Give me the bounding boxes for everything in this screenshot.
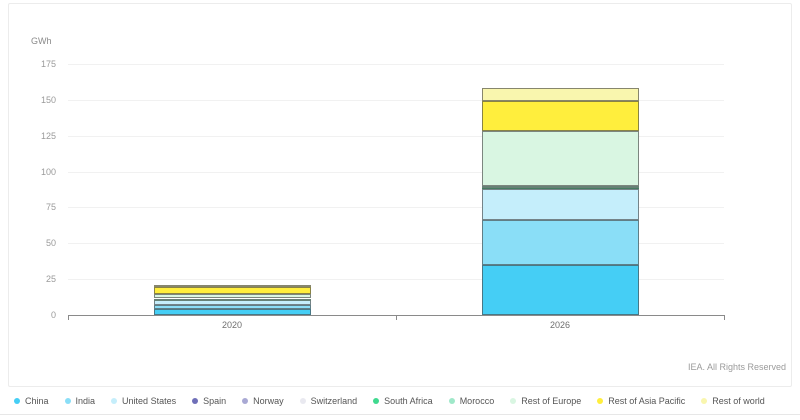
bar-segment-united-states-2026[interactable] [481,188,639,221]
copyright-note: IEA. All Rights Reserved [687,362,786,372]
legend-label: Morocco [459,396,495,406]
gridline [68,279,724,281]
bar-segment-rest-of-europe-2020[interactable] [153,294,311,299]
chart-card [8,3,792,387]
gridline [68,207,724,209]
gridline [68,243,724,245]
legend-label: Norway [253,396,284,406]
y-tick-label: 25 [45,274,56,285]
bar-segment-rest-of-europe-2026[interactable] [481,131,639,186]
x-axis-tick [68,315,69,320]
legend-color-dot [64,398,71,404]
legend-item-south-africa[interactable]: South Africa [373,396,433,406]
legend-color-dot [510,398,517,404]
legend-item-rest-of-asia-pacific[interactable]: Rest of Asia Pacific [597,396,685,406]
bar-segment-india-2020[interactable] [153,304,311,310]
bar-segment-rest-of-world-2026[interactable] [481,88,639,102]
y-tick-label: 75 [45,202,56,213]
legend-label: Rest of Europe [521,396,582,406]
legend-item-united-states[interactable]: United States [111,396,176,406]
legend-color-dot [299,398,306,404]
legend-color-dot [14,398,20,404]
y-tick-label: 125 [40,130,56,141]
y-tick-label: 50 [45,238,56,249]
legend-item-switzerland[interactable]: Switzerland [299,396,358,406]
legend-item-norway[interactable]: Norway [242,396,284,406]
gridline [68,135,724,137]
y-tick-label: 0 [50,310,56,320]
legend: China India United States Spain Norway Switze… [0,388,800,415]
legend-label: Rest of world [712,396,765,406]
legend-item-morocco[interactable]: Morocco [448,396,495,406]
legend-label: China [25,396,49,406]
bar-segment-india-2026[interactable] [481,220,639,265]
legend-color-dot [111,398,118,404]
y-tick-label: 175 [40,59,56,69]
gridline [68,171,724,173]
legend-item-rest-of-world[interactable]: Rest of world [701,396,765,406]
y-tick-label: 100 [40,166,56,177]
x-axis-tick [724,315,725,320]
legend-label: Spain [203,396,227,406]
legend-label: United States [122,396,177,406]
legend-color-dot [597,398,604,404]
bar-segment-rest-of-world-2020[interactable] [153,284,311,288]
bar-segment-china-2020[interactable] [153,309,311,315]
y-tick-label: 150 [40,94,56,105]
legend-color-dot [701,398,708,404]
bar-segment-rest-of-asia-pacific-2026[interactable] [481,101,639,132]
legend-color-dot [192,398,199,404]
bar-segment-morocco-2026[interactable] [481,185,639,188]
legend-color-dot [373,398,380,404]
legend-color-dot [448,398,455,404]
x-category-label: 2020 [221,320,243,330]
legend-label: South Africa [384,396,433,406]
bar-segment-rest-of-asia-pacific-2020[interactable] [153,287,311,295]
legend-item-china[interactable]: China [14,396,49,406]
legend-item-spain[interactable]: Spain [192,396,226,406]
legend-item-rest-of-europe[interactable]: Rest of Europe [510,396,581,406]
y-axis-title: GWh [31,36,52,46]
legend-color-dot [242,398,249,404]
legend-label: India [75,396,96,406]
x-axis-tick [396,315,397,320]
legend-label: Switzerland [310,396,358,406]
x-category-label: 2026 [549,320,571,330]
legend-label: Rest of Asia Pacific [608,396,686,406]
bar-segment-china-2026[interactable] [481,264,639,315]
gridline [68,99,724,101]
gridline [68,64,724,65]
legend-item-india[interactable]: India [64,396,96,406]
bar-segment-morocco-2020[interactable] [153,298,311,301]
